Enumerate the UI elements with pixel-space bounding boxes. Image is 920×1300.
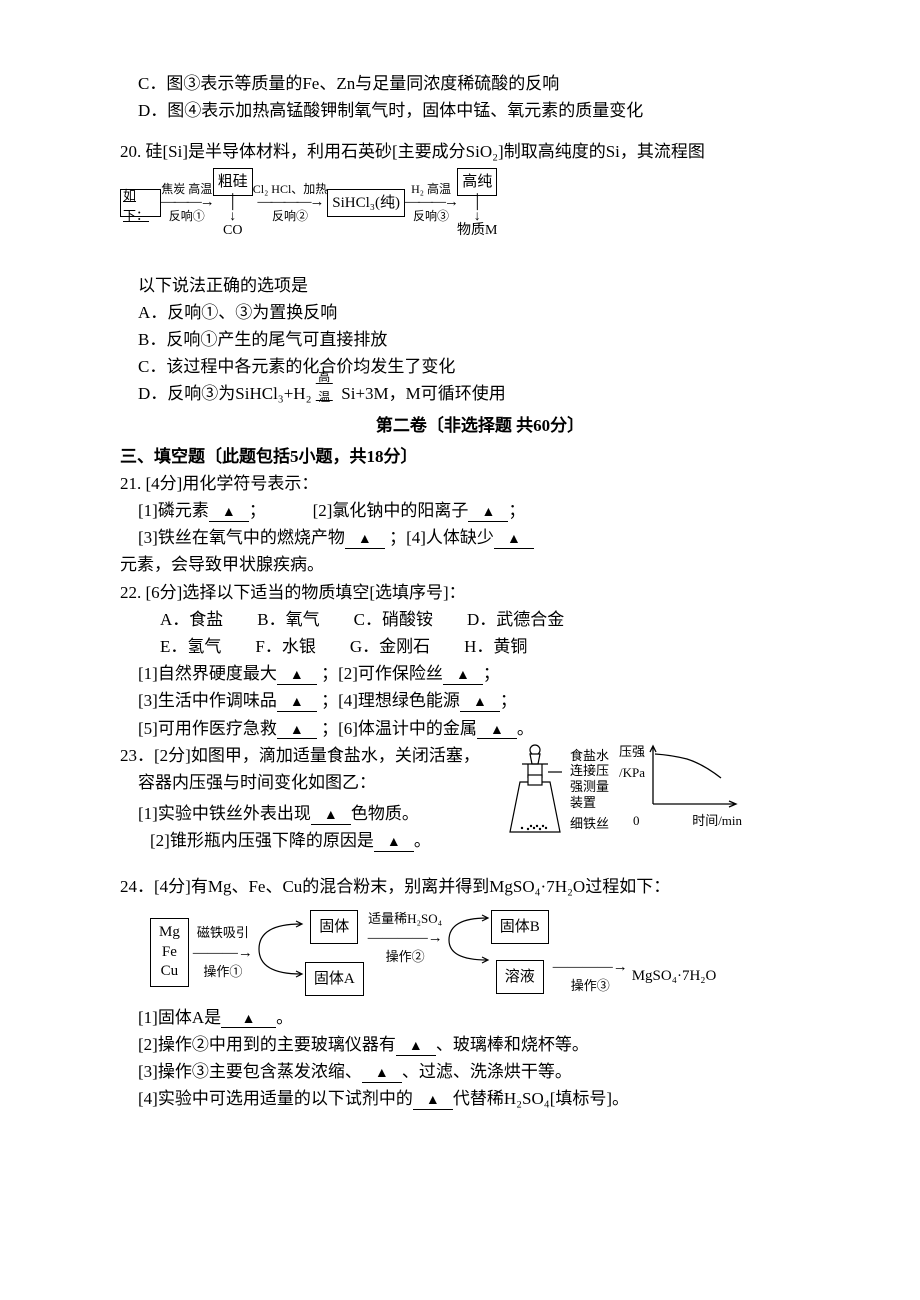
q20-option-a: A．反响①、③为置换反响 [138, 299, 840, 326]
q20-arrow1-bot: 反响① [169, 210, 205, 222]
q24-item3: [3]操作③主要包含蒸发浓缩、、过滤、洗涤烘干等。 [120, 1058, 840, 1085]
q22-options-line2: E．氢气 F．水银 G．金刚石 H．黄铜 [120, 633, 840, 660]
q23-label-conn3: 装置 [570, 795, 609, 811]
q23-label-ironwire: 细铁丝 [570, 816, 609, 832]
q22-options-line1: A．食盐 B．氧气 C．硝酸铵 D．武德合金 [120, 606, 840, 633]
q20-down-co: │↓CO [223, 196, 242, 238]
q24-blank4[interactable] [413, 1090, 453, 1110]
q24-blank3[interactable] [362, 1063, 402, 1083]
q24-blank2[interactable] [396, 1036, 436, 1056]
q22-blank5[interactable] [277, 720, 317, 740]
q22-blank2[interactable] [443, 665, 483, 685]
q20-stem: 20. 硅[Si]是半导体材料，利用石英砂[主要成分SiO₂]制取高纯度的Si，… [120, 138, 840, 165]
part2-title: 第二卷〔非选择题 共60分〕 [120, 412, 840, 439]
q21-blank4[interactable] [494, 529, 534, 549]
q23-label-saltwater: 食盐水 [570, 748, 609, 764]
q24-flowchart: Mg Fe Cu 磁铁吸引 ———→ 操作① 固体 固体A 适量稀H₂SO₄ —… [150, 910, 840, 996]
q24-item2: [2]操作②中用到的主要玻璃仪器有、玻璃棒和烧杯等。 [120, 1031, 840, 1058]
q20-down-m: │↓物质M [457, 196, 497, 238]
q22-stem: 22. [6分]选择以下适当的物质填空[选填序号]： [120, 579, 840, 606]
q20-option-c: C．该过程中各元素的化合价均发生了变化 [138, 353, 840, 380]
q22-blank6[interactable] [477, 720, 517, 740]
q23-pressure-graph: 压强 /KPa 0 时间/min [619, 742, 742, 847]
q24-box-solution: 溶液 [496, 960, 544, 994]
q23-blank2[interactable] [374, 832, 414, 852]
q24-blank1[interactable] [221, 1009, 276, 1029]
q23-graph-xlabel: 时间/min [692, 811, 742, 832]
q21-stem: 21. [4分]用化学符号表示： [120, 470, 840, 497]
q21-line1: [1]磷元素； [2]氯化钠中的阳离子； [120, 497, 840, 524]
q24-box-solid-top: 固体 [310, 910, 358, 944]
q20-node-sihcl3: SiHCl₃(纯) [327, 189, 405, 217]
q22-row2: [3]生活中作调味品 ；[4]理想绿色能源； [120, 687, 840, 714]
q20-node-cusil: 粗硅 [213, 168, 253, 196]
q24-box-solid-a: 固体A [305, 962, 364, 996]
q23-stem-l1: 23．[2分]如图甲，滴加适量食盐水，关闭活塞， [120, 742, 500, 769]
q24-item1: [1]固体A是。 [120, 1004, 840, 1031]
q21-blank1[interactable] [209, 502, 249, 522]
q22-row1: [1]自然界硬度最大 ；[2]可作保险丝； [120, 660, 840, 687]
q20-option-b: B．反响①产生的尾气可直接排放 [138, 326, 840, 353]
q20-flowchart: 如下： 焦炭 高温 ———→ 反响① 粗硅 │↓CO Cl₂ HCl、加热 ——… [120, 168, 840, 238]
q20-node-pure: 高纯 [457, 168, 497, 196]
q19-option-d: D．图④表示加热高锰酸钾制氧气时，固体中锰、氧元素的质量变化 [120, 97, 840, 124]
q23-label-conn1: 连接压 [570, 763, 609, 779]
q23-item2: [2]锥形瓶内压强下降的原因是。 [120, 827, 500, 854]
q21-blank2[interactable] [468, 502, 508, 522]
q23-apparatus-diagram: 食盐水 连接压 强测量 装置 细铁丝 压强 /KPa [500, 742, 742, 847]
q22-blank3[interactable] [277, 692, 317, 712]
q23-blank1[interactable] [311, 805, 351, 825]
q19-option-c: C．图③表示等质量的Fe、Zn与足量同浓度稀硫酸的反响 [120, 70, 840, 97]
q23-label-conn2: 强测量 [570, 779, 609, 795]
q20-flow-prefix: 如下： [123, 186, 160, 228]
q23-item1: [1]实验中铁丝外表出现色物质。 [120, 800, 500, 827]
section3-heading: 三、填空题〔此题包括5小题，共18分〕 [120, 443, 840, 470]
q23-graph-origin: 0 [633, 811, 640, 832]
q24-stem: 24．[4分]有Mg、Fe、Cu的混合粉末，别离并得到MgSO₄·7H₂O过程如… [120, 873, 840, 900]
q23-stem-l2: 容器内压强与时间变化如图乙： [120, 769, 500, 796]
q24-box-solid-b: 固体B [491, 910, 549, 944]
q21-blank3[interactable] [345, 529, 385, 549]
q22-blank4[interactable] [460, 692, 500, 712]
q20-arrow2-bot: 反响② [272, 210, 308, 222]
q21-line2: [3]铁丝在氧气中的燃烧产物 ；[4]人体缺少 [120, 524, 840, 551]
q20-option-d: D．反响③为SiHCl₃+H₂ 高温 Si+3M，M可循环使用 [138, 380, 840, 407]
q22-blank1[interactable] [277, 665, 317, 685]
q24-product: MgSO₄·7H₂O [632, 964, 717, 996]
q24-item4: [4]实验中可选用适量的以下试剂中的代替稀H₂SO₄[填标号]。 [120, 1085, 840, 1112]
q22-row3: [5]可用作医疗急救 ；[6]体温计中的金属。 [120, 715, 840, 742]
q20-arrow3-bot: 反响③ [413, 210, 449, 222]
q21-tail: 元素，会导致甲状腺疾病。 [120, 551, 840, 578]
q20-lead: 以下说法正确的选项是 [138, 272, 840, 299]
